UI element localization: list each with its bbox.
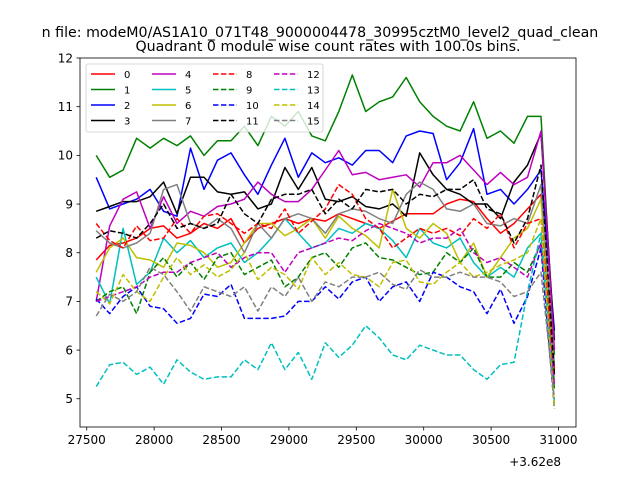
legend-label-14: 14 bbox=[307, 101, 320, 112]
legend-frame bbox=[85, 63, 324, 133]
legend-label-15: 15 bbox=[307, 117, 320, 128]
legend-label-4: 4 bbox=[185, 70, 191, 81]
legend-label-11: 11 bbox=[246, 117, 259, 128]
x-tick-label: 28500 bbox=[202, 433, 240, 447]
y-tick-label: 12 bbox=[58, 51, 73, 65]
x-tick-label: 29500 bbox=[337, 433, 375, 447]
plot-area bbox=[79, 57, 577, 428]
series-line-13 bbox=[95, 232, 556, 404]
chart-title: Quadrant 0 module wise count rates with … bbox=[135, 39, 520, 55]
x-tick-label: 27500 bbox=[68, 433, 106, 447]
legend-label-10: 10 bbox=[246, 101, 259, 112]
legend-label-1: 1 bbox=[124, 86, 130, 97]
series-line-7 bbox=[95, 181, 556, 365]
legend-label-2: 2 bbox=[124, 101, 130, 112]
series-line-8 bbox=[95, 183, 556, 375]
legend-label-13: 13 bbox=[307, 86, 320, 97]
legend-label-12: 12 bbox=[307, 70, 320, 81]
figure-suptitle: n file: modeM0/AS1A10_071T48_9000004478_… bbox=[42, 25, 599, 41]
series-line-10 bbox=[95, 247, 556, 409]
y-tick-label: 5 bbox=[65, 392, 73, 406]
series-line-1 bbox=[95, 74, 556, 356]
series-line-15 bbox=[95, 266, 556, 399]
x-tick-label: 31000 bbox=[539, 433, 577, 447]
y-tick-label: 11 bbox=[58, 100, 73, 114]
x-tick-label: 30000 bbox=[405, 433, 443, 447]
plot-frame bbox=[79, 57, 577, 428]
series-line-11 bbox=[95, 164, 556, 375]
x-tick-label: 29000 bbox=[270, 433, 308, 447]
series-line-3 bbox=[95, 132, 556, 341]
legend-label-6: 6 bbox=[185, 101, 191, 112]
y-tick-label: 9 bbox=[65, 197, 73, 211]
legend-label-5: 5 bbox=[185, 86, 191, 97]
series-line-12 bbox=[95, 222, 556, 385]
x-axis: 27500 28000 28500 29000 29500 30000 30500 31000 bbox=[68, 427, 578, 447]
legend-label-9: 9 bbox=[246, 86, 252, 97]
series-lines bbox=[95, 74, 556, 409]
series-line-9 bbox=[95, 242, 556, 390]
y-tick-label: 6 bbox=[65, 343, 73, 357]
series-line-14 bbox=[95, 217, 556, 409]
series-line-0 bbox=[95, 193, 556, 370]
legend-label-7: 7 bbox=[185, 117, 191, 128]
x-tick-label: 30500 bbox=[472, 433, 510, 447]
legend-label-8: 8 bbox=[246, 70, 252, 81]
series-line-6 bbox=[95, 188, 556, 385]
legend-label-0: 0 bbox=[124, 70, 130, 81]
y-tick-label: 10 bbox=[58, 149, 73, 163]
legend-label-3: 3 bbox=[124, 117, 130, 128]
x-offset-text: +3.62e8 bbox=[509, 455, 561, 469]
y-tick-label: 7 bbox=[65, 295, 73, 309]
y-tick-label: 8 bbox=[65, 246, 73, 260]
series-line-4 bbox=[95, 130, 556, 351]
x-tick-label: 28000 bbox=[135, 433, 173, 447]
y-axis: 5 6 7 8 9 10 11 12 bbox=[58, 51, 80, 406]
